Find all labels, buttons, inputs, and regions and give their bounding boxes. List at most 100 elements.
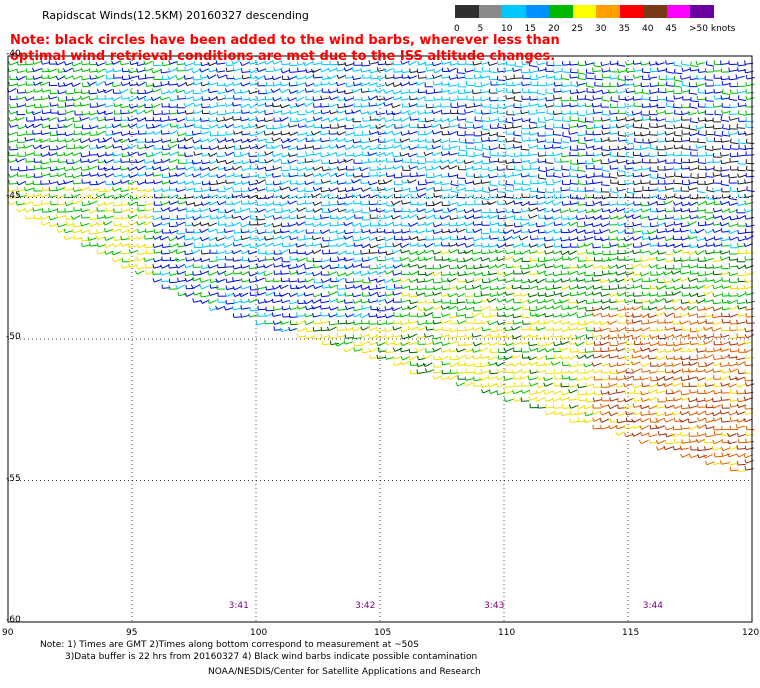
wind-barb bbox=[256, 117, 266, 122]
wind-barb bbox=[736, 452, 747, 458]
wind-barb bbox=[55, 186, 66, 191]
wind-barb bbox=[745, 74, 755, 80]
wind-barb bbox=[320, 81, 330, 86]
wind-barb bbox=[488, 173, 498, 179]
wind-barb bbox=[464, 326, 475, 332]
footer-line-2: 3)Data buffer is 22 hrs from 20160327 4)… bbox=[65, 652, 478, 662]
wind-barb bbox=[664, 312, 674, 318]
wind-barb bbox=[705, 418, 715, 423]
wind-barb bbox=[505, 137, 515, 143]
wind-barb bbox=[625, 340, 635, 346]
wind-barb bbox=[391, 110, 401, 116]
wind-barb bbox=[199, 207, 209, 213]
wind-barb bbox=[64, 173, 74, 178]
wind-barb bbox=[80, 222, 90, 227]
wind-barb bbox=[57, 103, 67, 108]
wind-barb bbox=[313, 180, 323, 185]
wind-barb bbox=[416, 278, 426, 283]
wind-barb bbox=[650, 376, 659, 382]
wind-barb bbox=[447, 165, 458, 170]
wind-barb bbox=[15, 76, 26, 81]
wind-barb bbox=[311, 305, 321, 310]
wind-barb bbox=[503, 389, 514, 394]
wind-barb bbox=[87, 158, 98, 164]
wind-barb bbox=[225, 88, 235, 93]
wind-barb bbox=[599, 403, 610, 408]
wind-barb bbox=[248, 110, 258, 115]
wind-barb bbox=[521, 165, 531, 170]
wind-barb bbox=[593, 347, 602, 352]
wind-barb bbox=[217, 131, 226, 136]
wind-barb bbox=[289, 109, 299, 115]
wind-barb bbox=[311, 299, 321, 304]
wind-barb bbox=[279, 202, 289, 207]
wind-barb bbox=[561, 82, 571, 87]
wind-barb bbox=[625, 152, 634, 159]
wind-barb bbox=[439, 124, 450, 129]
wind-barb bbox=[673, 61, 682, 67]
wind-barb bbox=[161, 229, 171, 234]
wind-barb bbox=[594, 256, 603, 262]
wind-barb bbox=[496, 256, 506, 262]
wind-barb bbox=[359, 271, 370, 276]
pass-time-label: 3:41 bbox=[228, 601, 249, 611]
wind-barb bbox=[735, 383, 746, 388]
wind-barb bbox=[311, 235, 322, 241]
wind-barb bbox=[240, 305, 250, 310]
wind-barb bbox=[112, 258, 122, 263]
wind-barb bbox=[353, 250, 362, 256]
wind-barb bbox=[303, 299, 314, 305]
wind-barb bbox=[544, 326, 554, 331]
wind-barb bbox=[559, 347, 569, 352]
wind-barb bbox=[634, 89, 643, 94]
wind-barb bbox=[345, 284, 355, 290]
wind-barb bbox=[207, 193, 218, 199]
wind-barb bbox=[745, 88, 755, 94]
wind-barb bbox=[160, 215, 170, 220]
wind-barb bbox=[705, 130, 715, 136]
wind-barb bbox=[520, 215, 530, 221]
wind-barb bbox=[168, 248, 178, 254]
wind-barb bbox=[440, 341, 451, 346]
wind-barb bbox=[120, 207, 130, 212]
wind-barb bbox=[369, 145, 379, 151]
wind-barb bbox=[199, 166, 209, 171]
wind-barb bbox=[696, 319, 707, 325]
wind-barb bbox=[632, 313, 642, 318]
wind-barb bbox=[55, 194, 66, 200]
wind-barb bbox=[711, 327, 721, 332]
wind-barb bbox=[183, 242, 194, 247]
wind-barb bbox=[655, 117, 665, 122]
wind-barb bbox=[591, 410, 602, 415]
wind-barb bbox=[473, 382, 483, 387]
wind-barb bbox=[736, 215, 746, 220]
wind-barb bbox=[657, 158, 667, 163]
wind-barb bbox=[432, 74, 442, 79]
wind-barb bbox=[82, 124, 91, 130]
wind-barb bbox=[639, 418, 650, 423]
wind-barb bbox=[375, 158, 385, 163]
wind-barb bbox=[655, 285, 666, 290]
wind-barb bbox=[504, 193, 514, 199]
wind-barb bbox=[642, 186, 651, 192]
wind-barb bbox=[216, 194, 227, 199]
wind-barb bbox=[88, 186, 98, 191]
wind-barb bbox=[432, 172, 443, 178]
wind-barb bbox=[609, 110, 619, 115]
wind-barb bbox=[440, 271, 450, 276]
wind-barb bbox=[112, 89, 122, 94]
wind-barb bbox=[568, 389, 578, 394]
wind-barb bbox=[232, 187, 242, 193]
wind-barb bbox=[529, 257, 539, 262]
wind-barb bbox=[489, 124, 499, 129]
wind-barb bbox=[256, 221, 267, 226]
wind-barb bbox=[569, 102, 579, 108]
wind-barb bbox=[311, 249, 322, 255]
wind-barb bbox=[320, 152, 330, 158]
wind-barb bbox=[450, 186, 459, 193]
wind-barb bbox=[728, 271, 738, 277]
wind-barb bbox=[120, 109, 130, 115]
wind-barb bbox=[113, 102, 123, 108]
wind-barb bbox=[687, 397, 698, 403]
wind-barb bbox=[632, 228, 642, 233]
